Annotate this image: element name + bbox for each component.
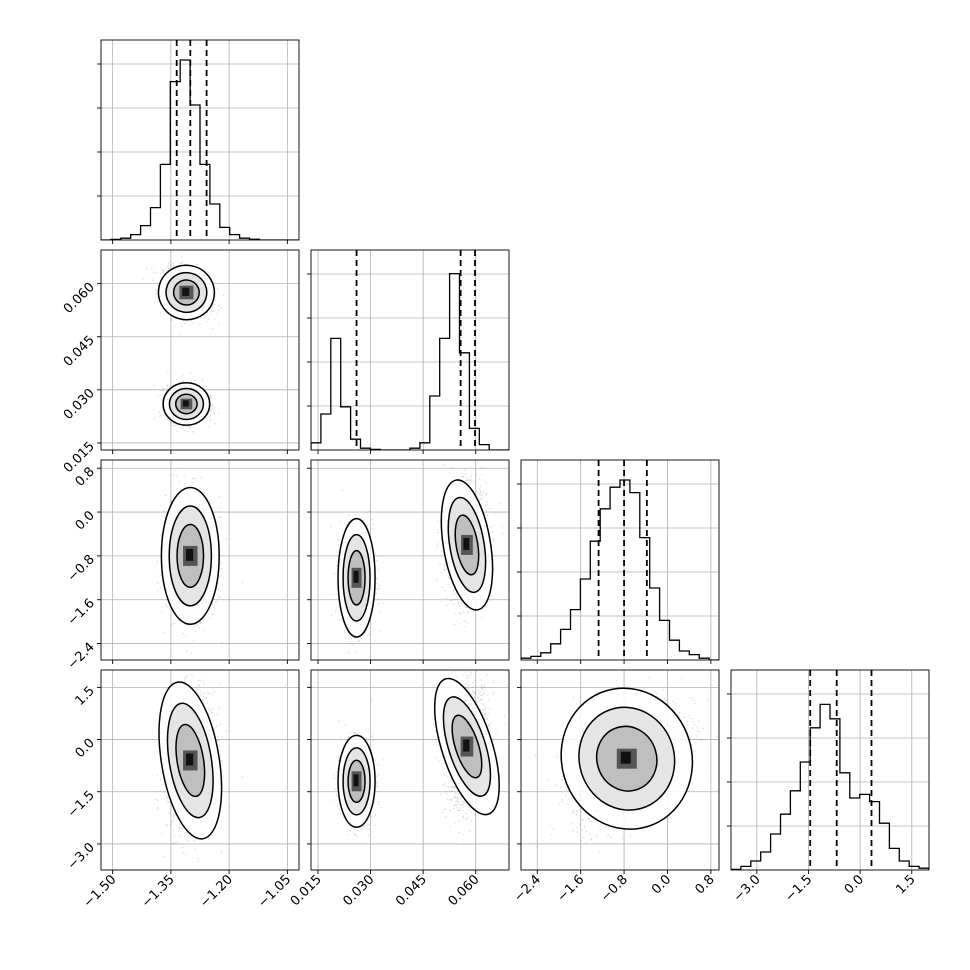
x-tick-label: −1.20	[197, 872, 236, 911]
scatter-points	[142, 255, 225, 433]
panel-3-0: −1.50 −1.35 −1.20 −1.05 −3.0 −1.5 0.0 1.5	[65, 669, 300, 911]
contour-0	[337, 734, 376, 828]
panel-1-1	[307, 249, 510, 454]
contour-2	[174, 393, 198, 415]
y-tick-label: −1.6	[65, 596, 98, 629]
axes-frame	[730, 669, 930, 871]
contour-1	[168, 505, 213, 607]
x-tick-label: 0.030	[340, 872, 377, 909]
contour-0	[440, 479, 494, 611]
density-peak	[182, 400, 189, 407]
contour-0	[160, 486, 220, 626]
axes-frame	[310, 459, 510, 661]
histogram-3	[731, 703, 929, 870]
density-peak	[463, 537, 470, 550]
contour-0	[560, 687, 694, 830]
x-tick-label: −1.05	[255, 872, 294, 911]
contour-2	[451, 714, 483, 779]
panel-2-1	[307, 459, 510, 664]
contour-1	[168, 387, 205, 421]
density-peak	[185, 548, 194, 561]
x-tick-label: 0.060	[446, 872, 483, 909]
density-peak	[182, 287, 190, 296]
density-peak	[185, 753, 194, 766]
x-tick-label: −1.6	[555, 872, 588, 905]
axes-frame	[100, 249, 300, 451]
x-tick-label: 0.0	[649, 872, 674, 897]
contour-2	[454, 514, 480, 576]
axes-frame	[100, 669, 300, 871]
density-peak	[620, 751, 631, 764]
panel-3-1: 0.015 0.030 0.045 0.060	[288, 669, 510, 909]
x-tick-label: 1.5	[893, 872, 918, 897]
y-tick-label: 1.5	[73, 684, 98, 709]
x-tick-label: −3.0	[731, 872, 764, 905]
density-peak	[353, 774, 359, 787]
x-tick-label: 0.0	[842, 872, 867, 897]
histogram-1	[311, 272, 509, 450]
x-tick-label: −0.8	[598, 872, 631, 905]
y-tick-label: 0.030	[61, 386, 98, 423]
contour-0	[337, 517, 376, 638]
y-tick-label: 0.0	[73, 508, 98, 533]
contour-0	[157, 264, 216, 321]
y-tick-label: −3.0	[65, 840, 98, 873]
axes-frame	[520, 669, 720, 871]
contour-0	[162, 381, 211, 426]
panel-2-2	[517, 459, 720, 664]
x-tick-label: −1.35	[139, 872, 178, 911]
x-tick-label: 0.045	[393, 872, 430, 909]
x-tick-label: −2.4	[511, 872, 544, 905]
y-tick-label: 0.045	[61, 333, 98, 370]
density-peak	[353, 570, 359, 583]
axes-frame	[100, 459, 300, 661]
x-tick-label: 0.8	[692, 872, 717, 897]
panel-2-0: −2.4−1.6−0.80.00.8	[65, 459, 300, 673]
axes-frame	[310, 669, 510, 871]
contour-2	[595, 725, 658, 792]
y-tick-label: −1.5	[65, 788, 98, 821]
y-tick-label: −2.4	[65, 640, 98, 673]
panel-3-2: −2.4 −1.6 −0.8 0.0 0.8	[511, 669, 720, 905]
histogram-0	[101, 59, 299, 240]
contour-2	[347, 759, 366, 804]
contour-2	[175, 723, 206, 798]
axes-frame	[310, 249, 510, 451]
x-tick-label: −1.50	[81, 872, 120, 911]
histogram-2	[521, 479, 719, 660]
contour-0	[158, 681, 223, 840]
contour-2	[347, 549, 366, 606]
x-tick-label: 0.015	[288, 872, 325, 909]
y-tick-label: 0.0	[73, 736, 98, 761]
panel-3-3: −3.0 −1.5 0.0 1.5	[727, 669, 930, 905]
density-peak	[463, 739, 470, 752]
contour-2	[172, 279, 200, 306]
y-tick-label: 0.060	[61, 280, 98, 317]
contour-0	[433, 677, 500, 816]
y-tick-label: −0.8	[65, 552, 98, 585]
axes-frame	[520, 459, 720, 661]
contour-2	[176, 523, 205, 588]
contour-1	[342, 533, 371, 622]
contour-1	[442, 696, 492, 797]
axes-frame	[100, 39, 300, 241]
contour-1	[166, 702, 214, 819]
contour-1	[165, 271, 208, 314]
x-tick-label: −1.5	[782, 872, 815, 905]
contour-1	[342, 747, 371, 816]
contour-1	[447, 496, 487, 594]
contour-1	[578, 706, 676, 811]
panel-0-0	[97, 39, 300, 244]
